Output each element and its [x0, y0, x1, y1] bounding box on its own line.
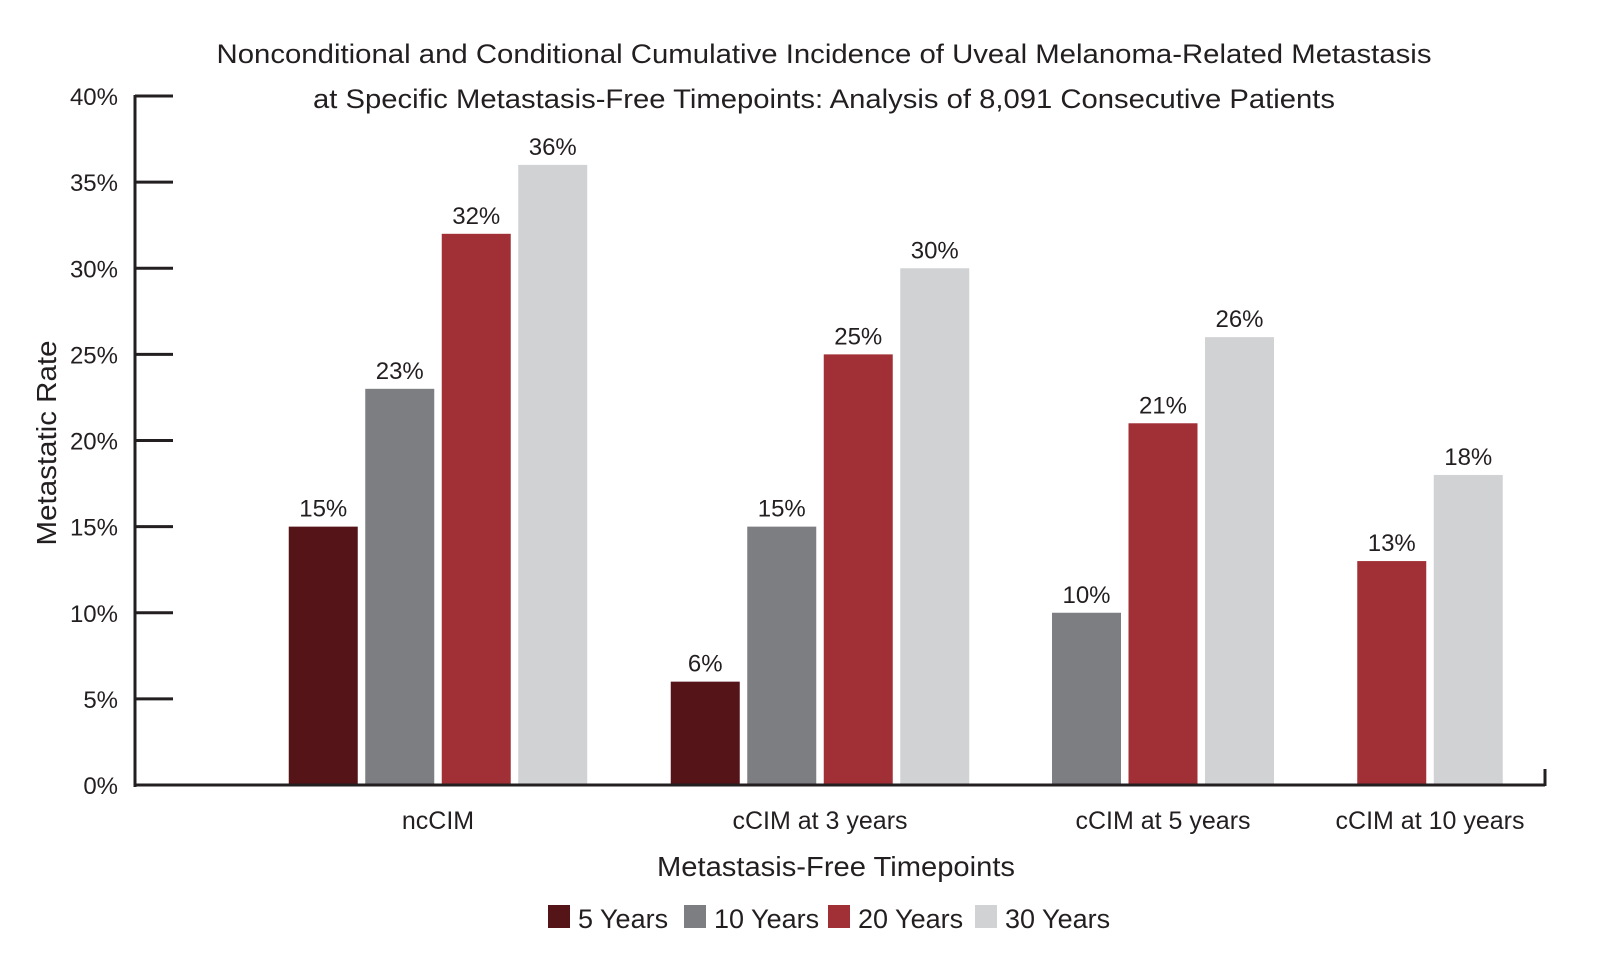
- legend-label: 5 Years: [578, 904, 668, 934]
- y-tick-label: 35%: [70, 170, 118, 197]
- x-tick-label: ncCIM: [402, 807, 474, 835]
- data-label: 21%: [1139, 392, 1187, 419]
- y-tick-label: 5%: [83, 687, 118, 714]
- bar: [365, 388, 435, 784]
- legend-label: 10 Years: [714, 904, 819, 934]
- legend-swatch: [975, 905, 997, 928]
- data-label: 23%: [376, 358, 424, 385]
- data-label: 25%: [834, 323, 882, 350]
- bar: [1433, 474, 1503, 784]
- y-axis-label: Metastatic Rate: [31, 341, 62, 546]
- y-tick-label: 15%: [70, 515, 118, 542]
- y-tick-label: 40%: [70, 84, 118, 111]
- legend-item: 5 Years: [548, 904, 668, 934]
- data-label: 26%: [1215, 306, 1263, 333]
- y-tick-label: 20%: [70, 429, 118, 456]
- x-tick-label: cCIM at 3 years: [732, 807, 907, 835]
- bar: [823, 354, 893, 784]
- data-label: 18%: [1444, 444, 1492, 471]
- legend-item: 20 Years: [828, 904, 963, 934]
- bar: [900, 268, 970, 784]
- data-label: 30%: [911, 237, 959, 264]
- data-label: 15%: [299, 496, 347, 523]
- data-label: 15%: [758, 496, 806, 523]
- legend-item: 30 Years: [975, 904, 1110, 934]
- bar: [747, 526, 817, 784]
- data-label: 10%: [1062, 582, 1110, 609]
- x-tick-label: cCIM at 5 years: [1075, 807, 1250, 835]
- x-tick-label: cCIM at 10 years: [1336, 807, 1525, 835]
- legend-label: 30 Years: [1005, 904, 1110, 934]
- legend-swatch: [684, 905, 706, 928]
- y-tick-label: 10%: [70, 601, 118, 628]
- y-tick-label: 25%: [70, 342, 118, 369]
- bar: [1052, 612, 1121, 784]
- category-labels: ncCIM cCIM at 3 years cCIM at 5 years cCIM …: [402, 807, 1525, 835]
- chart-title-line-2: at Specific Metastasis-Free Timepoints: …: [313, 84, 1335, 114]
- legend-swatch: [828, 905, 850, 928]
- legend-label: 20 Years: [858, 904, 963, 934]
- bar: [288, 526, 358, 784]
- bar: [670, 681, 740, 784]
- bar: [1205, 337, 1274, 784]
- x-axis-label: Metastasis-Free Timepoints: [657, 851, 1015, 882]
- data-label: 6%: [688, 651, 723, 678]
- data-label: 32%: [452, 203, 500, 230]
- axes: 0% 5% 10% 15% 20% 25% 30% 35% 40%: [70, 84, 1547, 800]
- y-tick-label: 30%: [70, 256, 118, 283]
- data-label: 13%: [1368, 530, 1416, 557]
- bar: [1357, 561, 1427, 784]
- bar: [518, 164, 588, 784]
- legend: 5 Years 10 Years 20 Years 30 Years: [548, 904, 1110, 934]
- chart-title-line-1: Nonconditional and Conditional Cumulativ…: [217, 39, 1432, 69]
- data-label: 36%: [529, 134, 577, 161]
- bar: [1128, 423, 1198, 784]
- legend-item: 10 Years: [684, 904, 819, 934]
- bars: 15% 23% 32% 36% 6% 15% 25% 30% 10% 21% 26% 13% 18%: [288, 134, 1503, 784]
- y-tick-label: 0%: [83, 773, 118, 800]
- legend-swatch: [548, 905, 570, 928]
- bar: [441, 233, 511, 784]
